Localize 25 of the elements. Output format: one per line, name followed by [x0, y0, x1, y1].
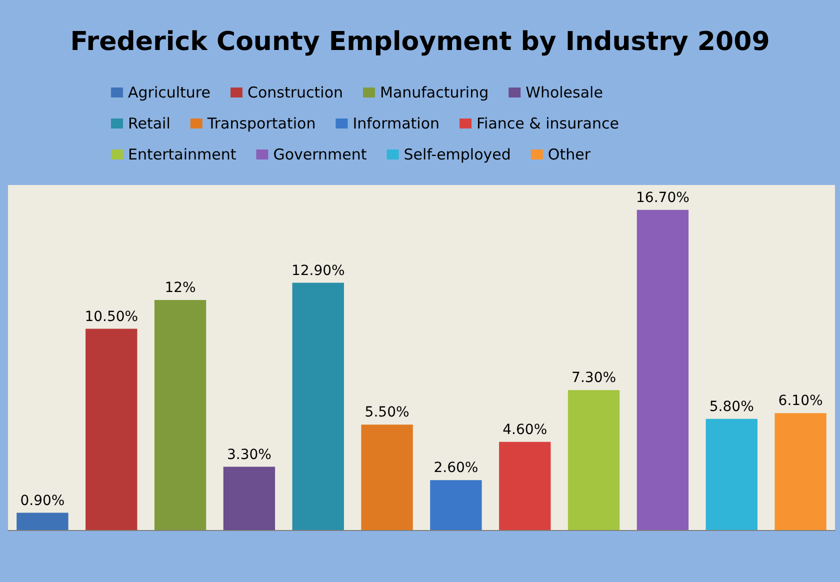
data-label: 5.80% [709, 398, 754, 415]
data-label: 12% [164, 280, 196, 296]
data-label: 2.60% [434, 460, 478, 476]
data-label: 3.30% [226, 446, 272, 463]
data-label: 10.50% [84, 308, 138, 325]
legend-label: Retail [128, 114, 170, 132]
chart-title: Frederick County Employment by Industry 2009 [70, 27, 770, 57]
legend-label: Manufacturing [380, 84, 489, 102]
legend-label: Information [352, 114, 440, 132]
legend-label: Construction [247, 84, 344, 102]
legend-label: Entertainment [128, 146, 236, 164]
data-label: 7.30% [572, 370, 616, 386]
data-label: 12.90% [291, 262, 345, 279]
legend-label: Agriculture [128, 84, 210, 102]
data-label: 0.90% [20, 492, 65, 509]
legend-label: Wholesale [526, 84, 603, 102]
data-label: 4.60% [502, 422, 548, 438]
legend-label: Transportation [206, 114, 316, 132]
legend-label: Self-employed [404, 146, 511, 164]
legend-label: Other [548, 146, 592, 164]
data-label: 16.70% [636, 190, 690, 206]
legend-label: Fiance & insurance [476, 114, 619, 132]
data-label: 6.10% [778, 393, 823, 410]
legend-label: Government [273, 146, 367, 164]
data-label: 5.50% [364, 404, 410, 421]
